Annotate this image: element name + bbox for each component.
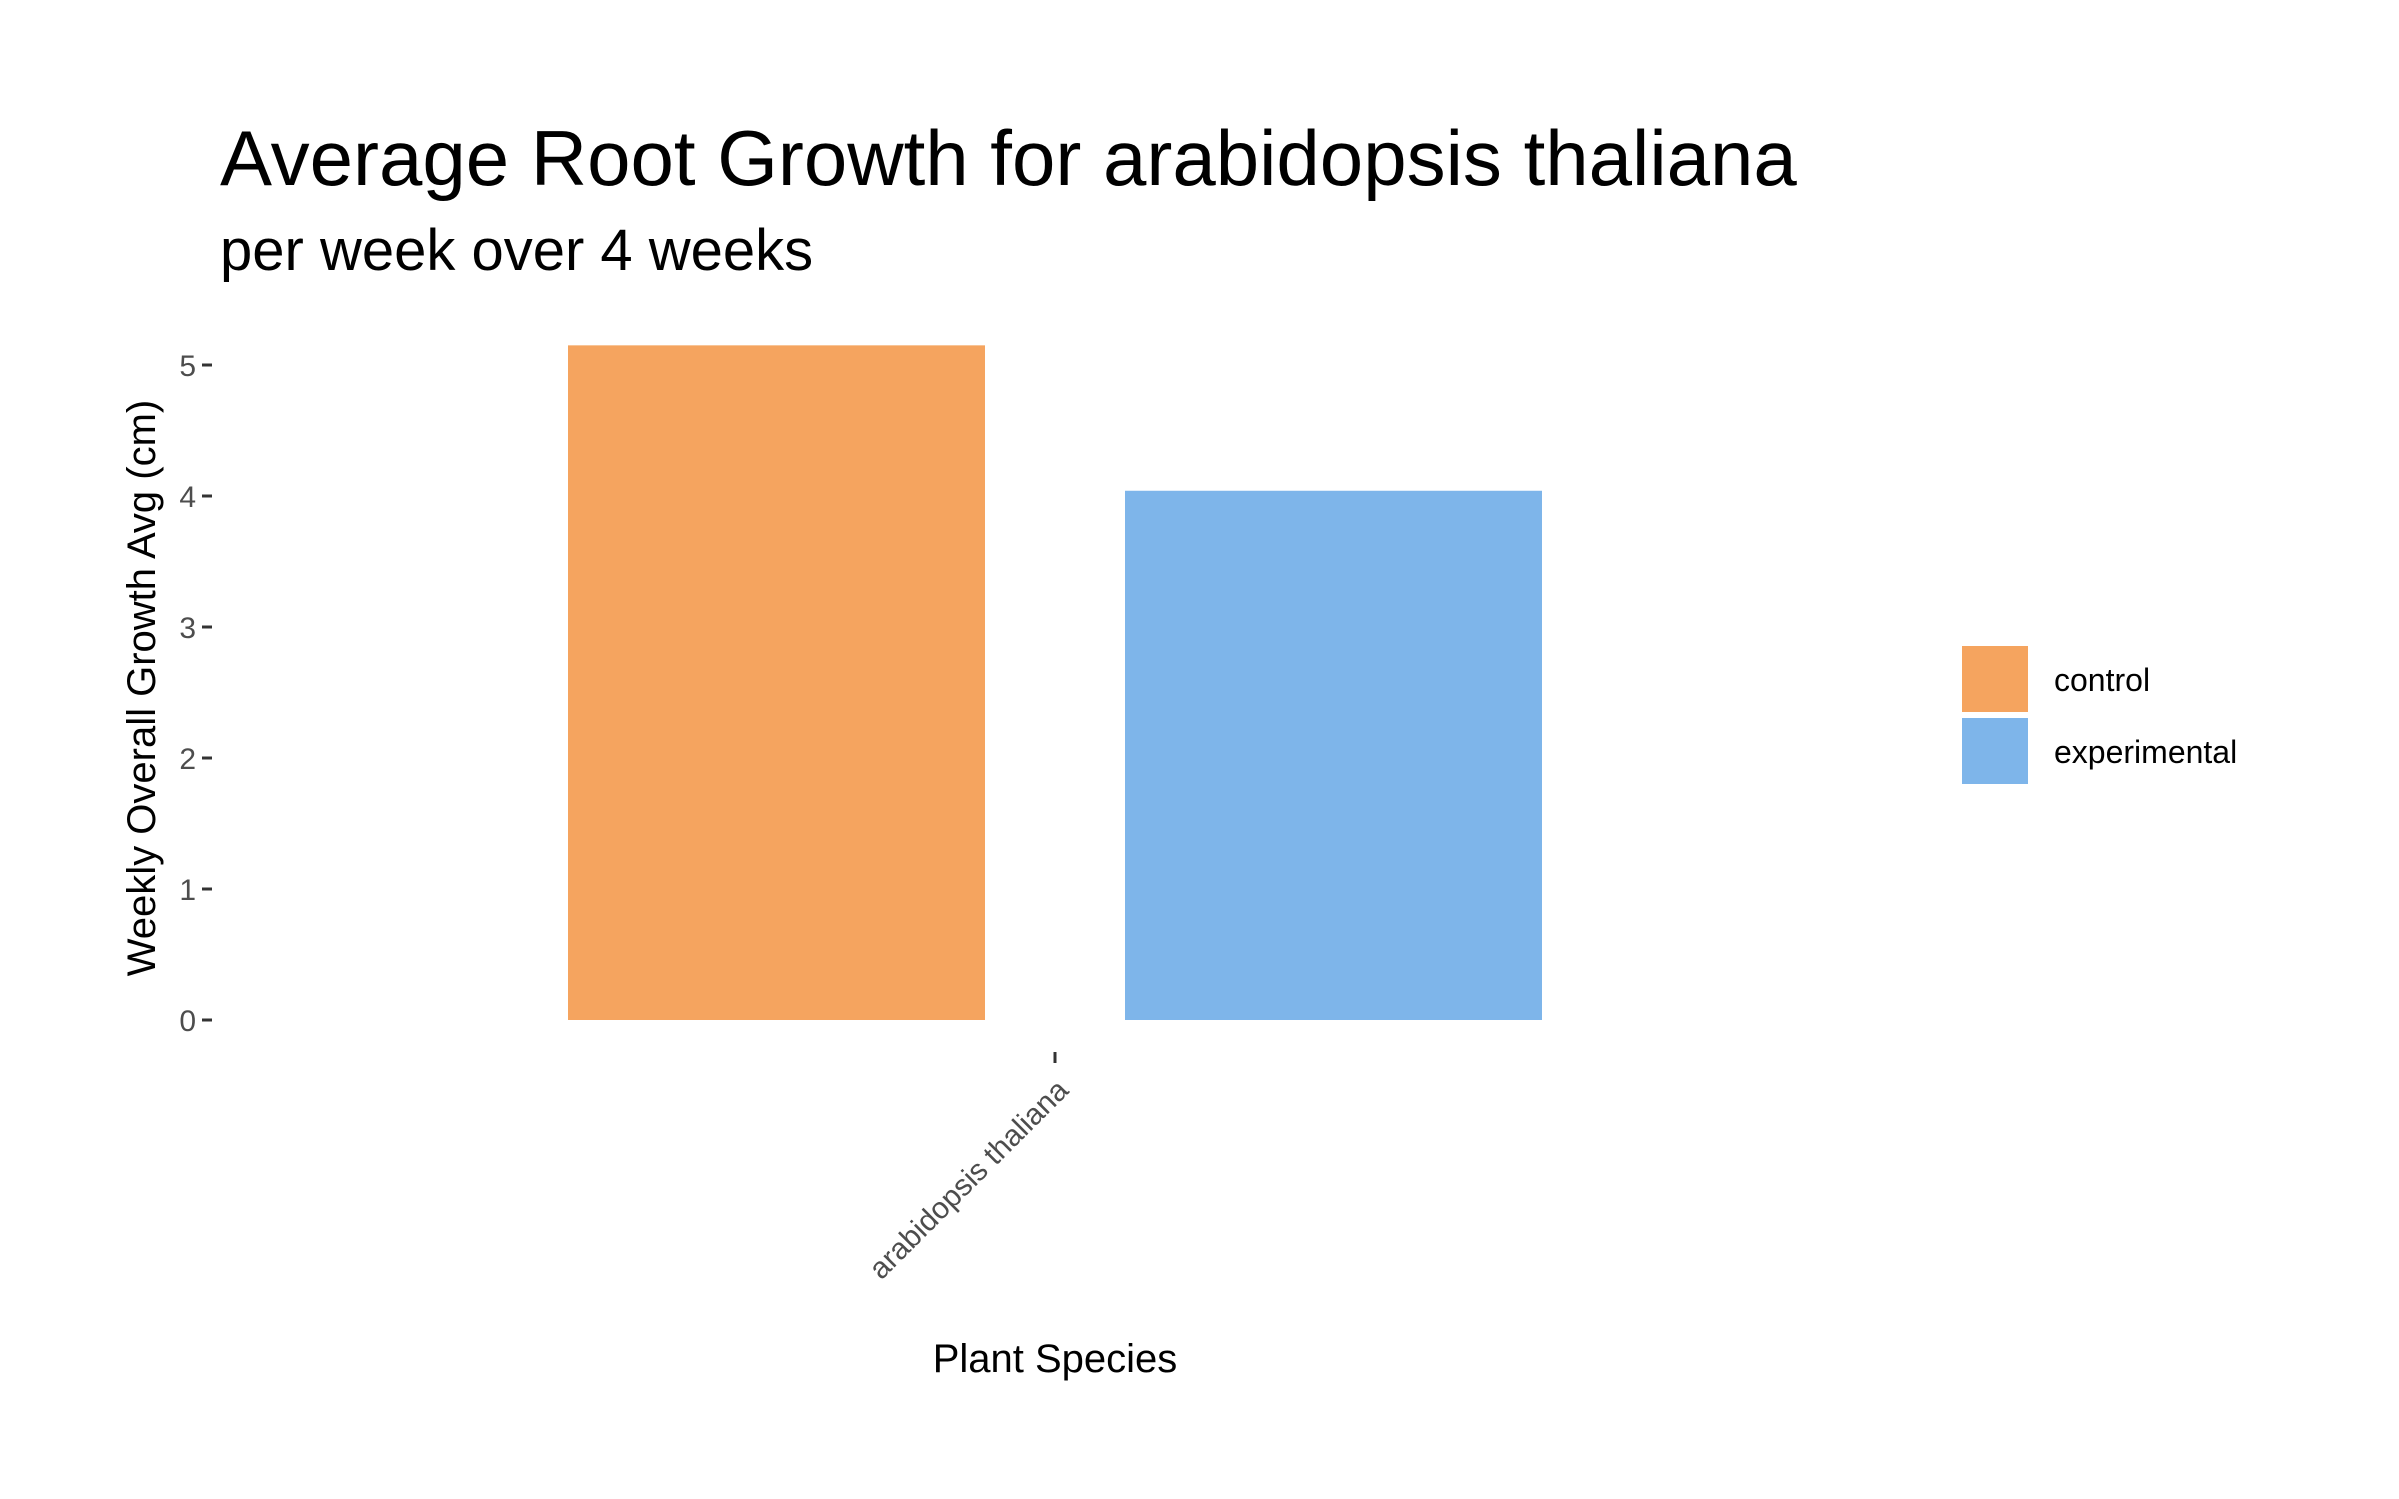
chart-title: Average Root Growth for arabidopsis thal… [220,114,1797,202]
y-tick-label: 0 [179,1005,196,1038]
y-tick-label: 4 [179,481,196,514]
legend-swatch-control [1962,646,2028,712]
legend-label-control: control [2054,662,2150,698]
y-tick-label: 1 [179,874,196,907]
bar-control [568,345,985,1021]
bar-experimental [1125,490,1542,1020]
chart-subtitle: per week over 4 weeks [220,218,813,283]
legend-swatch-experimental [1962,718,2028,784]
x-axis-label: Plant Species [933,1337,1178,1381]
x-tick-label: arabidopsis thaliana [863,1073,1075,1285]
legend-label-experimental: experimental [2054,734,2237,770]
legend: control experimental [1962,646,2237,784]
y-axis-label: Weekly Overall Growth Avg (cm) [120,400,164,976]
plot-area: 0 1 2 3 4 5 arabidopsis thaliana [179,345,1542,1286]
y-tick-label: 3 [179,612,196,645]
y-tick-label: 2 [179,743,196,776]
y-tick-label: 5 [179,350,196,383]
